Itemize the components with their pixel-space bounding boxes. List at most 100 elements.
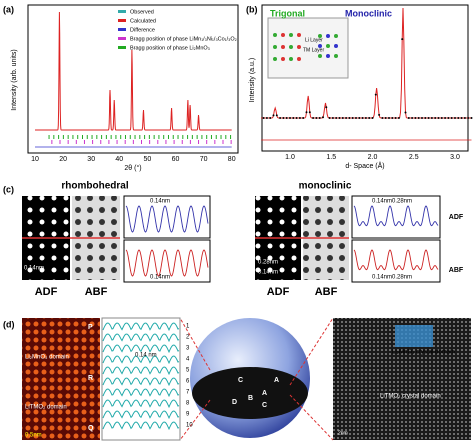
- label: ABF: [85, 286, 108, 298]
- observed-point: [325, 106, 328, 109]
- legend-entry: Bragg position of phase LiMn₁/₃Ni₁/₃Co₁/…: [130, 36, 237, 42]
- observed-point: [315, 117, 318, 119]
- distance-label: 0.28nm: [258, 260, 278, 266]
- label: ABF: [315, 286, 338, 298]
- sphere-letter: C: [238, 377, 243, 384]
- label: ADF: [449, 214, 464, 221]
- observed-point: [374, 93, 377, 96]
- observed-point: [279, 116, 282, 119]
- observed-point: [404, 111, 407, 114]
- profile-trace: [102, 344, 180, 354]
- profile-trace: [102, 388, 180, 398]
- observed-point: [430, 117, 433, 119]
- sphere-letter: A: [262, 390, 267, 397]
- distance-label: 0.28nm: [392, 275, 412, 281]
- observed-point: [378, 113, 381, 116]
- trigonal-label: Trigonal: [270, 8, 305, 18]
- observed-point: [275, 114, 278, 117]
- adf-plot: [123, 195, 211, 239]
- observed-point: [460, 117, 463, 119]
- profile-image: [101, 317, 181, 441]
- observed-point: [322, 116, 324, 119]
- observed-point: [295, 117, 298, 119]
- observed-point: [394, 117, 397, 119]
- observed-point: [434, 117, 437, 119]
- scale-label: 0.5nm: [25, 433, 42, 439]
- region-letter: R: [88, 375, 93, 382]
- label: (d): [3, 319, 15, 329]
- observed-point: [463, 117, 466, 119]
- panel-title: rhombohedral: [61, 181, 128, 192]
- profile-trace: [102, 355, 180, 365]
- atom: [326, 34, 330, 38]
- observed-point: [289, 117, 291, 119]
- sphere-letter: D: [232, 399, 237, 406]
- label: (a): [3, 4, 14, 14]
- atom: [334, 34, 338, 38]
- structure-inset: [395, 325, 433, 347]
- x-tick-label: 50: [144, 156, 152, 163]
- observed-point: [269, 116, 272, 119]
- atom: [297, 33, 301, 37]
- abf-plot: [351, 239, 441, 283]
- legend-entry: Difference: [130, 27, 155, 33]
- observed-point: [282, 117, 285, 119]
- profile-trace: [102, 410, 180, 420]
- observed-point: [450, 117, 453, 119]
- atom: [273, 45, 277, 49]
- profile-trace: [102, 399, 180, 409]
- observed-point: [457, 117, 460, 119]
- profile-number: 7: [186, 390, 190, 396]
- observed-point: [440, 117, 443, 119]
- observed-point: [371, 116, 374, 119]
- intensity-profile: [125, 205, 209, 233]
- profile-number: 2: [186, 335, 190, 341]
- x-tick-label: 60: [172, 156, 180, 163]
- atom: [318, 34, 322, 38]
- observed-point: [262, 117, 265, 119]
- zoom-line: [289, 317, 334, 386]
- observed-point: [397, 116, 400, 119]
- x-tick-label: 10: [31, 156, 39, 163]
- atom: [289, 57, 293, 61]
- observed-point: [437, 117, 440, 119]
- observed-point: [348, 117, 351, 119]
- legend-entry: Observed: [130, 9, 154, 15]
- legend-swatch: [118, 19, 126, 22]
- zoom-line: [179, 399, 211, 441]
- observed-point: [335, 117, 338, 119]
- observed-point: [407, 116, 410, 119]
- observed-point: [421, 117, 423, 119]
- distance-label: 0.28nm: [392, 199, 412, 205]
- observed-point: [388, 117, 390, 119]
- legend-entry: Calculated: [130, 18, 156, 24]
- observed-point: [265, 117, 268, 119]
- profile-trace: [102, 421, 180, 431]
- frame-a: [27, 4, 239, 154]
- atom: [281, 57, 285, 61]
- observed-point: [345, 117, 348, 119]
- x-tick-label: 20: [59, 156, 67, 163]
- legend-swatch: [118, 10, 126, 13]
- distance-label: 0.14nm: [150, 275, 170, 281]
- observed-point: [364, 117, 367, 119]
- x-tick-label: 30: [87, 156, 95, 163]
- intensity-profile: [353, 249, 439, 271]
- observed-point: [305, 111, 308, 114]
- monoclinic-label: Monoclinic: [345, 8, 392, 18]
- distance-label: 0.14nm: [258, 270, 278, 276]
- observed-point: [391, 117, 394, 119]
- profile-number: 10: [186, 423, 193, 429]
- profile-number: 8: [186, 401, 190, 407]
- atom: [318, 44, 322, 48]
- observed-point: [447, 117, 450, 119]
- profile-number: 4: [186, 357, 190, 363]
- distance-label: 0.14nm: [150, 199, 170, 205]
- label: ABF: [449, 267, 464, 274]
- observed-point: [361, 117, 364, 119]
- atom: [297, 57, 301, 61]
- atom: [273, 33, 277, 37]
- scale-label: 2nm: [338, 430, 348, 436]
- observed-point: [444, 117, 447, 119]
